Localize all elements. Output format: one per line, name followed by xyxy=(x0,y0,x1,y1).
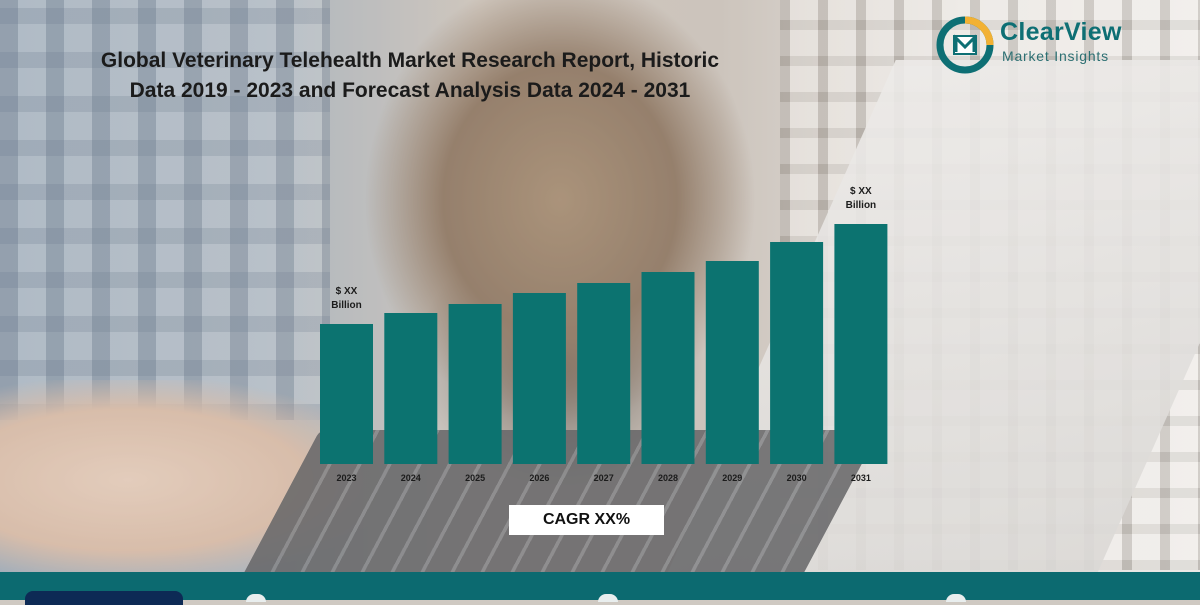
report-title-line-2: Data 2019 - 2023 and Forecast Analysis D… xyxy=(129,79,691,102)
clearview-logo: ClearView Market Insights xyxy=(936,14,1166,74)
tick-label-2027: 2027 xyxy=(594,473,614,483)
bar-2027 xyxy=(577,283,631,464)
clearview-logo-icon xyxy=(936,16,994,74)
footer-strip xyxy=(0,572,1200,605)
logo-tagline: Market Insights xyxy=(1002,48,1109,64)
tick-label-2031: 2031 xyxy=(851,473,871,483)
footer-mail-icon xyxy=(598,594,618,602)
report-title: Global Veterinary Telehealth Market Rese… xyxy=(40,46,780,106)
cagr-badge: CAGR XX% xyxy=(509,505,664,535)
bar-2025 xyxy=(448,304,502,464)
tick-label-2030: 2030 xyxy=(787,473,807,483)
tick-label-2023: 2023 xyxy=(336,473,356,483)
tick-label-2025: 2025 xyxy=(465,473,485,483)
footer-globe-icon xyxy=(246,594,266,602)
tick-label-2028: 2028 xyxy=(658,473,678,483)
data-label-2031-0: $ XX xyxy=(850,186,872,197)
bar-2026 xyxy=(512,293,566,464)
tick-label-2024: 2024 xyxy=(401,473,421,483)
bar-2030 xyxy=(770,242,824,464)
tick-label-2029: 2029 xyxy=(722,473,742,483)
bar-2029 xyxy=(705,261,759,464)
footer-pill xyxy=(25,591,183,605)
bar-2028 xyxy=(641,272,695,464)
data-label-2023-1: Billion xyxy=(331,300,362,311)
tick-label-2026: 2026 xyxy=(529,473,549,483)
bar-2023 xyxy=(320,324,373,464)
data-label-2031-1: Billion xyxy=(846,200,877,211)
data-label-2023-0: $ XX xyxy=(336,286,358,297)
footer-phone-icon xyxy=(946,594,966,602)
report-title-line-1: Global Veterinary Telehealth Market Rese… xyxy=(100,49,720,72)
bar-2024 xyxy=(384,313,438,464)
logo-brand-name: ClearView xyxy=(1000,18,1122,46)
bar-2031 xyxy=(834,224,888,464)
